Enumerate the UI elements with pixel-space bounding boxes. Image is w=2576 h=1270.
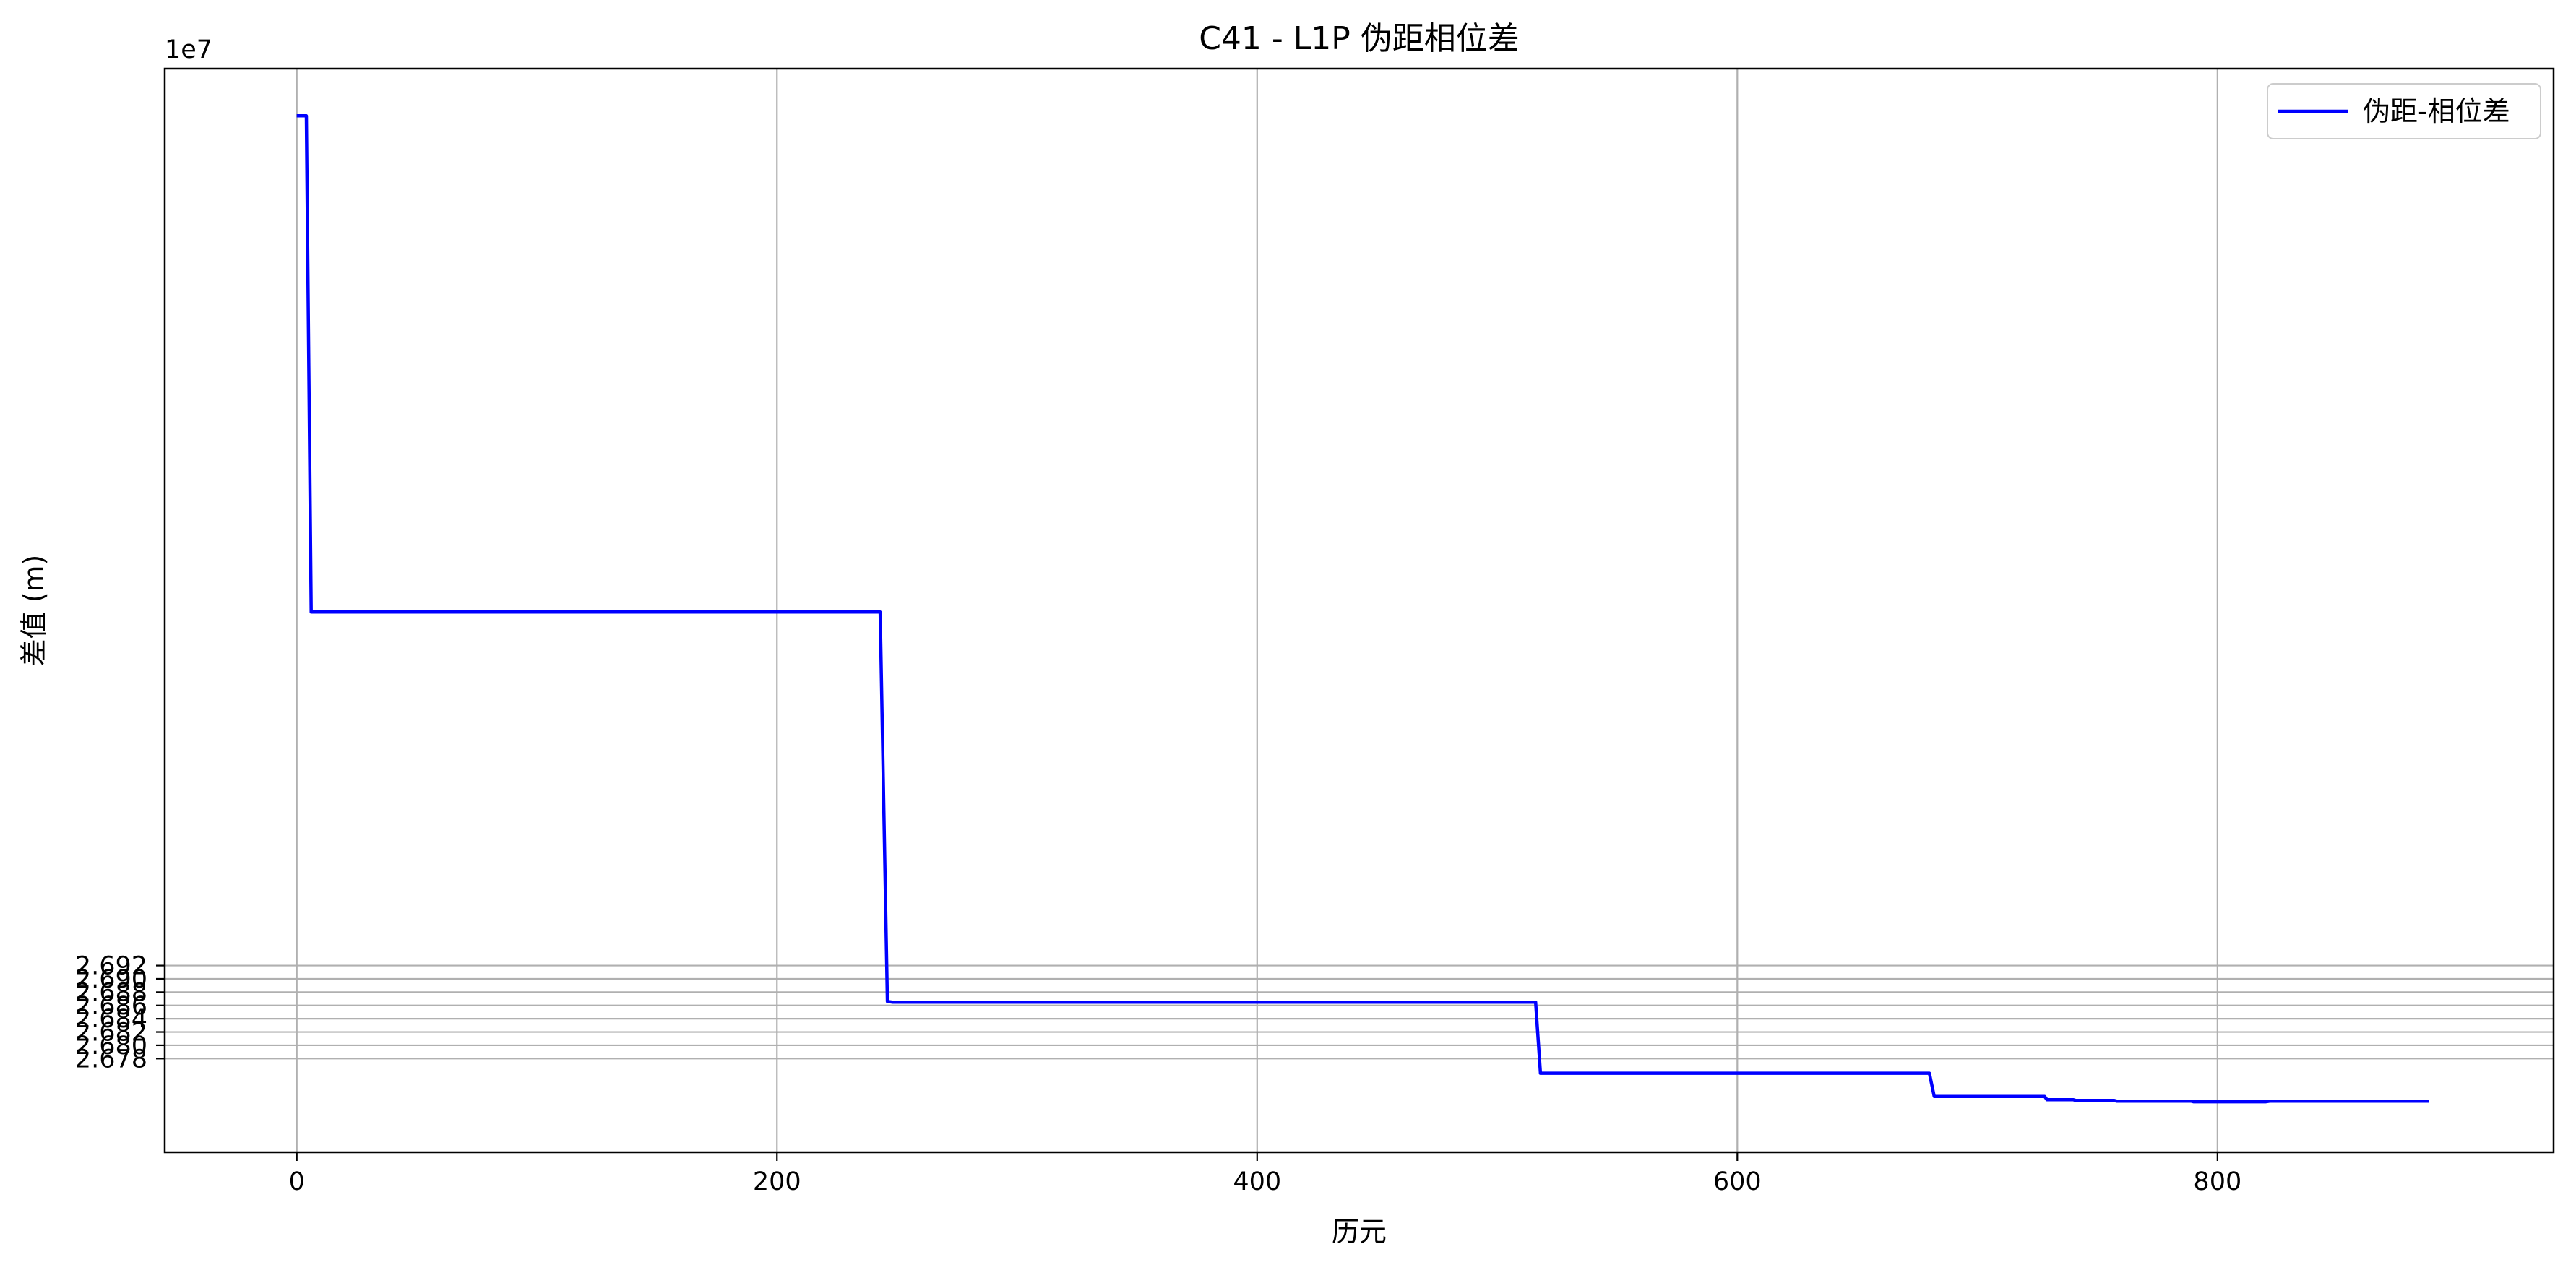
legend-label: 伪距-相位差: [2363, 95, 2510, 127]
x-tick-label: 200: [753, 1167, 801, 1196]
legend: 伪距-相位差: [2267, 83, 2541, 139]
x-tick-label: 0: [289, 1167, 305, 1196]
y-tick-label: 2.682: [75, 1019, 147, 1047]
y-tick-label: 2.692: [75, 952, 147, 981]
plot-frame: [163, 67, 2555, 1154]
series-line: [296, 114, 2429, 1104]
grid-layer: [165, 69, 2554, 1152]
y-tick-label: 2.678: [75, 1045, 147, 1074]
y-tick-label: 2.684: [75, 1005, 147, 1034]
y-tick-label: 2.686: [75, 992, 147, 1021]
x-axis-label: 历元: [1332, 1216, 1387, 1248]
x-tick-label: 800: [2193, 1167, 2241, 1196]
chart-title: C41 - L1P 伪距相位差: [1199, 20, 1520, 57]
y-tick-label: 2.688: [75, 978, 147, 1007]
tick-layer: 0 200 400 600 8002.6782.6802.6822.6842.6862.…: [75, 952, 2241, 1196]
legend-box: [2267, 83, 2541, 139]
x-tick-label: 600: [1713, 1167, 1762, 1196]
series-layer: [296, 114, 2429, 1104]
y-axis-label: 差值 (m): [18, 555, 50, 667]
y-axis-offset-label: 1e7: [165, 35, 212, 64]
y-tick-label: 2.690: [75, 965, 147, 994]
y-tick-label: 2.680: [75, 1032, 147, 1061]
x-tick-label: 400: [1233, 1167, 1281, 1196]
